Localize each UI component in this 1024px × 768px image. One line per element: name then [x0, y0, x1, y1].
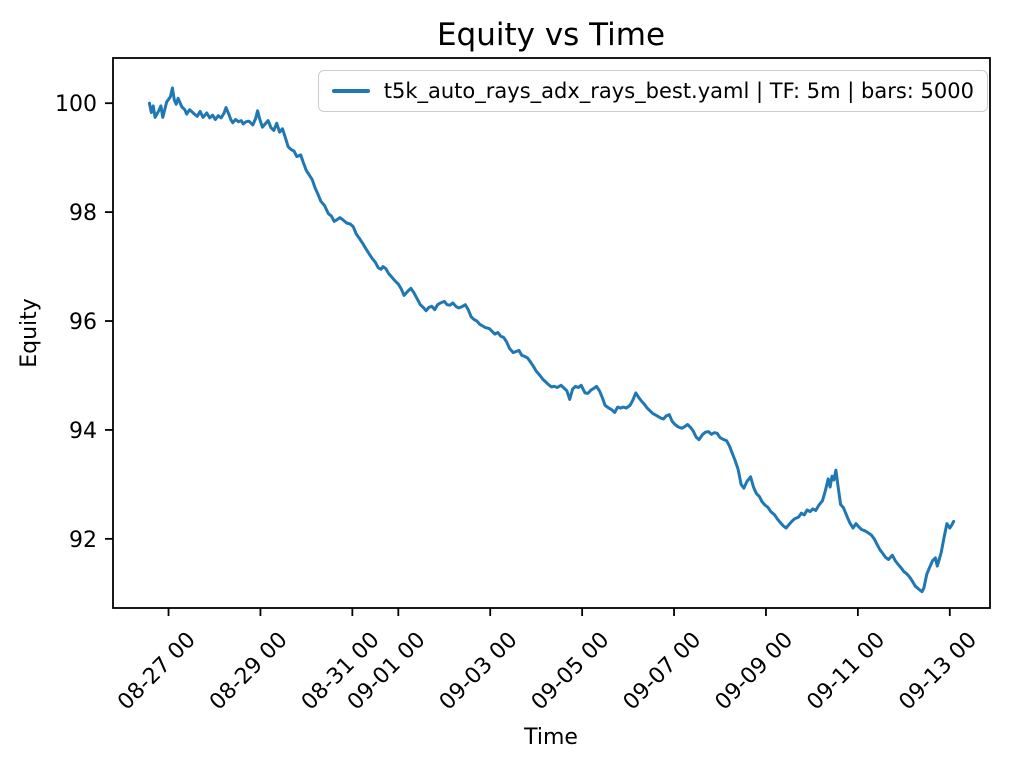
- x-tick-label: 08-27 00: [113, 628, 201, 716]
- x-tick-label: 09-09 00: [711, 628, 799, 716]
- y-axis-label: Equity: [17, 298, 42, 368]
- x-tick-label: 09-05 00: [527, 628, 615, 716]
- x-tick-label: 09-03 00: [435, 628, 523, 716]
- y-tick-label: 94: [69, 419, 97, 444]
- x-axis-label: Time: [523, 725, 578, 750]
- legend-line-sample: [331, 89, 370, 93]
- x-tick-label: 09-11 00: [802, 628, 890, 716]
- chart-title: Equity vs Time: [437, 17, 665, 53]
- x-tick-label: 09-07 00: [619, 628, 707, 716]
- plot-border: [112, 57, 991, 609]
- legend-label: t5k_auto_rays_adx_rays_best.yaml | TF: 5…: [383, 79, 974, 103]
- y-tick-label: 96: [69, 310, 97, 335]
- x-tick-label: 08-29 00: [205, 628, 293, 716]
- equity-series-line: [147, 86, 956, 594]
- y-tick-label: 98: [69, 201, 97, 226]
- y-tick-label: 100: [55, 92, 97, 117]
- y-axis-ticks: 92 94 96 98 100: [55, 92, 113, 553]
- y-tick-label: 92: [69, 528, 97, 553]
- x-tick-label: 09-13 00: [894, 628, 982, 716]
- legend: t5k_auto_rays_adx_rays_best.yaml | TF: 5…: [317, 70, 988, 112]
